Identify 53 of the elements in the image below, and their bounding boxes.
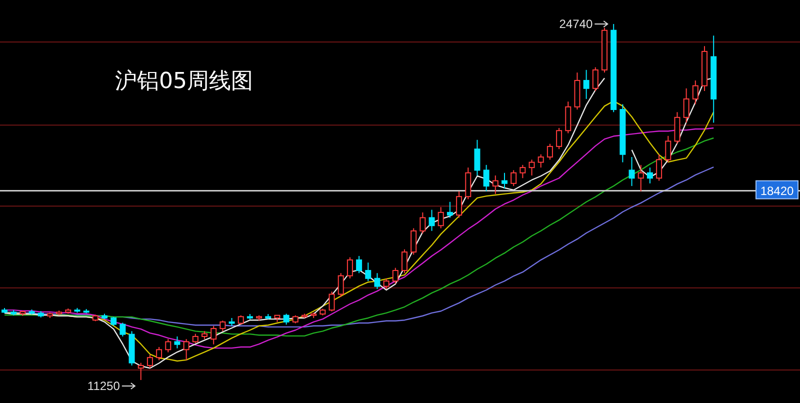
candlestick xyxy=(374,272,380,290)
candlestick xyxy=(592,66,598,92)
candlestick xyxy=(638,164,644,192)
candlestick xyxy=(438,206,444,229)
candlestick xyxy=(565,101,572,134)
candlestick xyxy=(383,278,390,290)
candlestick xyxy=(546,143,553,160)
candlestick xyxy=(646,167,653,184)
candlestick xyxy=(220,320,226,332)
candlestick xyxy=(238,314,244,326)
candlestick xyxy=(356,255,362,274)
candlestick xyxy=(428,209,435,232)
candlestick xyxy=(156,346,162,361)
candlestick xyxy=(420,212,426,234)
candlestick xyxy=(474,139,480,176)
candlestick xyxy=(483,164,490,192)
candlestick xyxy=(520,164,526,179)
candlestick xyxy=(674,112,680,144)
candlestick xyxy=(174,336,180,349)
candlestick xyxy=(120,322,126,337)
candlestick xyxy=(346,256,353,279)
annotation: 11250 xyxy=(87,379,120,393)
candlestick xyxy=(583,69,590,100)
candlestick xyxy=(183,338,190,361)
candlestick xyxy=(328,291,335,312)
annotation: 24740 xyxy=(559,17,593,31)
text: 沪铝05周线图 xyxy=(115,69,253,94)
candlestick xyxy=(456,190,462,218)
candlestick xyxy=(683,88,690,124)
candlestick xyxy=(365,262,372,282)
ref-line-label: 18420 xyxy=(760,184,794,198)
candlestick xyxy=(402,248,408,274)
candlestick xyxy=(538,154,544,168)
candlestick xyxy=(465,167,472,200)
candlestick xyxy=(283,313,290,326)
candlestick xyxy=(528,159,535,176)
candlestick xyxy=(165,338,172,353)
candlestick xyxy=(692,80,698,105)
candlestick xyxy=(628,156,635,187)
candlestick xyxy=(392,267,398,284)
candlestick xyxy=(502,172,508,190)
candlestick xyxy=(556,127,562,150)
candlestick xyxy=(656,154,662,182)
candlestick xyxy=(210,325,217,345)
candlestick xyxy=(446,201,453,218)
candlestick xyxy=(338,272,344,298)
candlestick xyxy=(410,228,417,256)
candlestick xyxy=(192,333,198,344)
candlestick xyxy=(138,362,144,380)
candlestick xyxy=(492,174,498,194)
candlestick xyxy=(510,170,517,187)
candlestick xyxy=(146,354,153,369)
candlestick xyxy=(665,135,672,163)
